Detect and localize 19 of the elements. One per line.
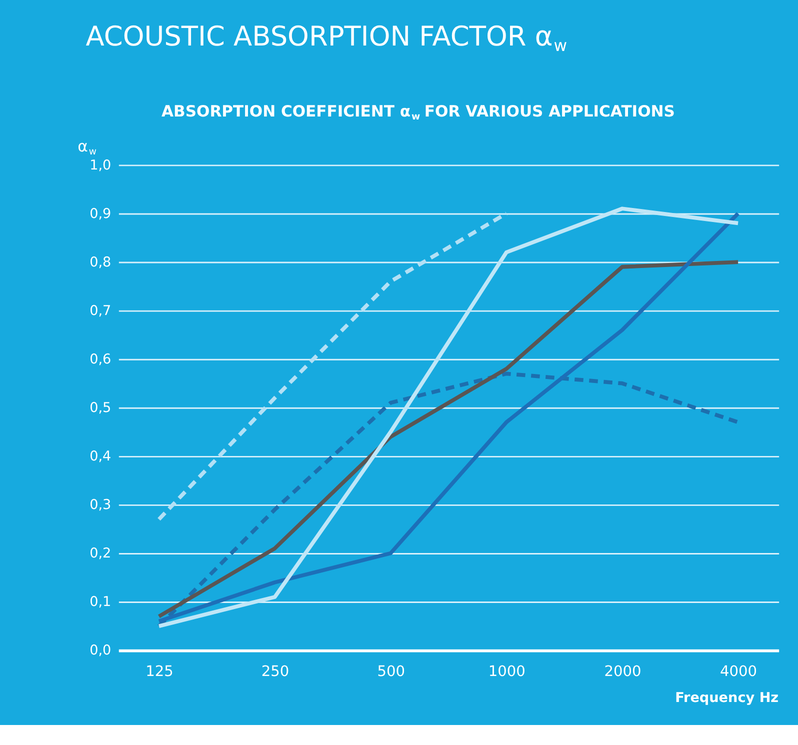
x-axis-title: Frequency Hz <box>675 690 779 706</box>
y-tick-label: 0,1 <box>90 594 112 610</box>
y-tick-label: 0,2 <box>90 546 112 562</box>
x-tick-label: 250 <box>261 663 290 680</box>
y-tick-label: 0,4 <box>90 448 112 465</box>
y-tick-label: 0,0 <box>90 642 112 659</box>
x-tick-label: 500 <box>377 663 405 680</box>
y-tick-label: 0,5 <box>90 400 112 416</box>
y-tick-label: 0,7 <box>90 302 112 319</box>
line-series <box>157 212 508 522</box>
y-tick-label: 0,6 <box>90 351 112 368</box>
x-tick-label: 2000 <box>604 663 642 680</box>
y-tick-label: 0,9 <box>90 206 112 222</box>
x-tick-label: 4000 <box>720 663 758 680</box>
y-tick-label: 0,8 <box>90 254 112 270</box>
x-tick-label: 125 <box>146 663 174 680</box>
y-tick-label: 0,3 <box>90 497 112 514</box>
x-tick-label: 1000 <box>488 663 526 680</box>
y-tick-label: 1,0 <box>90 157 112 174</box>
